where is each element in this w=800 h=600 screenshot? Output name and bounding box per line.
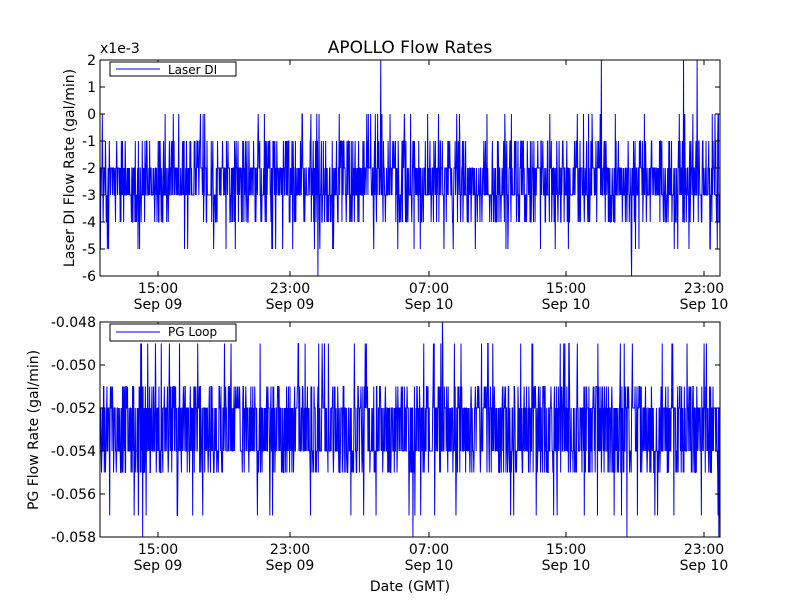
pg-loop-x-tick-time: 15:00 [546, 542, 586, 558]
pg-loop-y-tick-label: -0.050 [51, 358, 96, 374]
pg-loop-x-tick-time: 15:00 [138, 542, 178, 558]
laser-di-legend-box [109, 61, 237, 77]
laser-di-y-tick-label: -6 [82, 269, 96, 285]
pg-loop-y-tick-label: -0.052 [51, 401, 96, 417]
laser-di-offset-label: x1e-3 [100, 41, 140, 57]
pg-loop-plot-frame [99, 321, 721, 538]
laser-di-y-tick-label: 1 [87, 80, 96, 96]
pg-loop-y-axis-label: PG Flow Rate (gal/min) [26, 350, 42, 510]
pg-loop-y-tick-label: -0.054 [51, 444, 96, 460]
laser-di-y-tick-label: 2 [87, 53, 96, 69]
pg-loop-x-tick-date: Sep 10 [680, 558, 729, 574]
laser-di-x-tick-date: Sep 10 [405, 297, 454, 313]
laser-di-y-axis-label: Laser DI Flow Rate (gal/min) [62, 69, 78, 267]
laser-di-x-tick-time: 15:00 [138, 281, 178, 297]
pg-loop-x-tick-time: 23:00 [684, 542, 724, 558]
pg-loop-x-tick-date: Sep 10 [542, 558, 591, 574]
laser-di-legend-label: Laser DI [168, 63, 217, 77]
laser-di-y-tick-label: -1 [82, 134, 96, 150]
laser-di-x-tick-date: Sep 09 [134, 297, 183, 313]
laser-di-x-tick-time: 23:00 [684, 281, 724, 297]
laser-di-x-tick-date: Sep 10 [680, 297, 729, 313]
pg-loop-x-tick-time: 23:00 [270, 542, 310, 558]
figure-title: APOLLO Flow Rates [328, 38, 493, 58]
pg-loop-legend: PG Loop [109, 323, 237, 342]
laser-di-y-tick-label: -3 [82, 188, 96, 204]
pg-loop-x-tick-date: Sep 10 [405, 558, 454, 574]
pg-loop-panel: -0.058 -0.056 -0.054 -0.052 -0.050 -0.048 15:… [26, 315, 728, 574]
pg-loop-legend-box [109, 323, 237, 342]
laser-di-x-tick-time: 07:00 [409, 281, 449, 297]
x-axis-label: Date (GMT) [370, 579, 450, 595]
pg-loop-series-line [99, 321, 721, 538]
pg-loop-series-path [99, 321, 721, 538]
pg-loop-y-tick-label: -0.056 [51, 487, 96, 503]
laser-di-series-line [99, 59, 721, 277]
laser-di-x-tick-time: 23:00 [270, 281, 310, 297]
pg-loop-y-ticks: -0.058 -0.056 -0.054 -0.052 -0.050 -0.048 [51, 315, 720, 546]
laser-di-x-tick-date: Sep 10 [542, 297, 591, 313]
pg-loop-x-tick-date: Sep 09 [266, 558, 315, 574]
pg-loop-y-tick-label: -0.048 [51, 315, 96, 331]
pg-loop-legend-label: PG Loop [168, 325, 217, 339]
laser-di-y-ticks: -6 -5 -4 -3 -2 -1 0 1 2 [82, 53, 720, 285]
pg-loop-x-tick-time: 07:00 [409, 542, 449, 558]
laser-di-y-tick-label: -5 [82, 242, 96, 258]
laser-di-y-tick-label: -2 [82, 161, 96, 177]
laser-di-y-tick-label: -4 [82, 215, 96, 231]
laser-di-legend: Laser DI [109, 61, 237, 77]
laser-di-series-path [99, 59, 721, 277]
laser-di-x-tick-time: 15:00 [546, 281, 586, 297]
pg-loop-y-tick-label: -0.058 [51, 530, 96, 546]
laser-di-x-tick-date: Sep 09 [266, 297, 315, 313]
pg-loop-x-tick-date: Sep 09 [134, 558, 183, 574]
laser-di-y-tick-label: 0 [87, 107, 96, 123]
